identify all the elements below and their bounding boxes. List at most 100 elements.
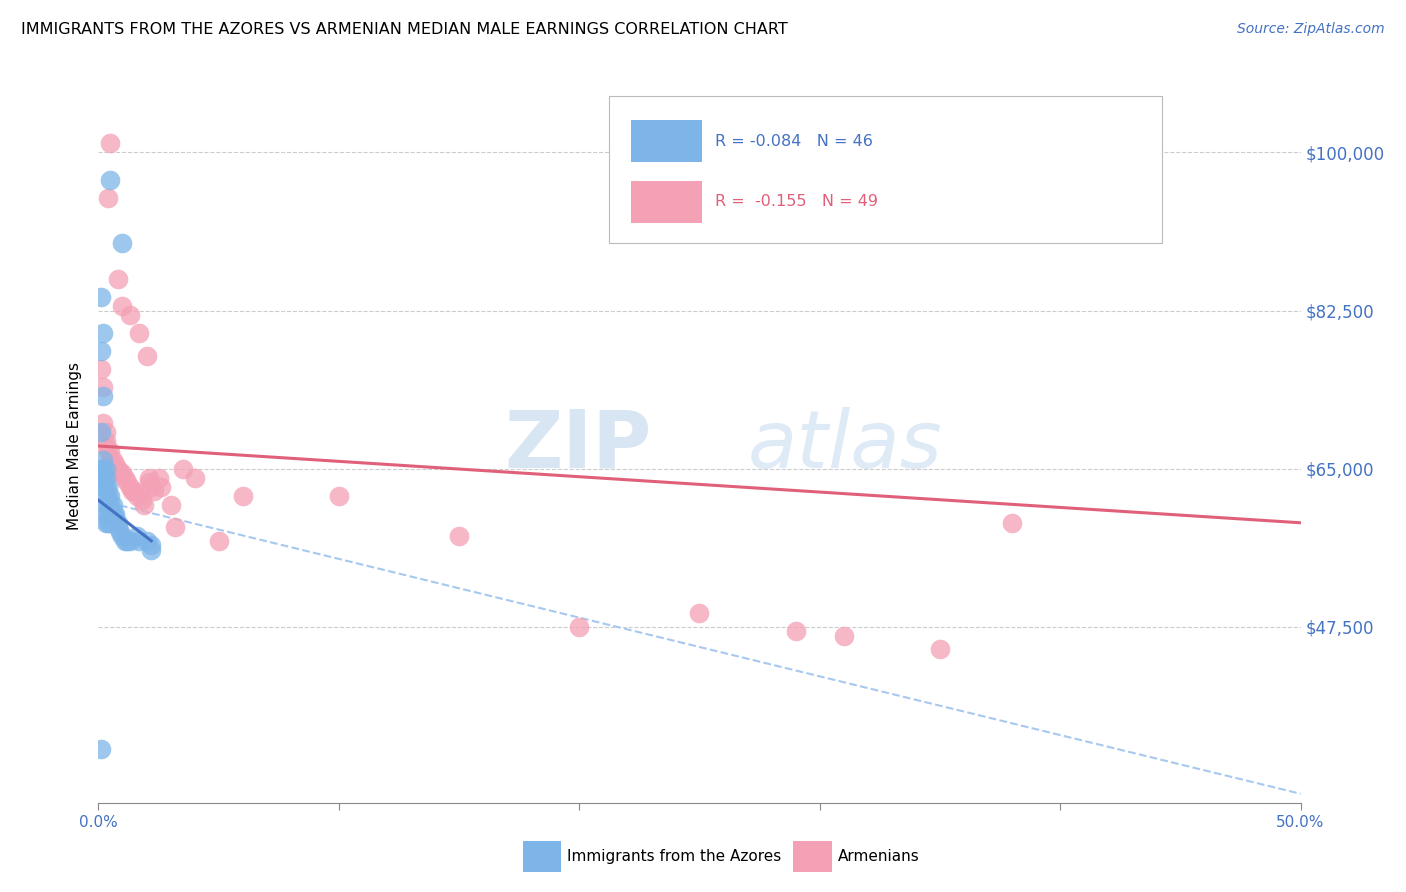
Point	[114, 470, 136, 484]
Point	[568, 620, 591, 634]
Point	[232, 489, 254, 503]
Point	[138, 470, 160, 484]
Text: R =  -0.155   N = 49: R = -0.155 N = 49	[716, 194, 879, 210]
Point	[90, 425, 112, 440]
Point	[97, 191, 120, 205]
Point	[125, 489, 148, 503]
Point	[111, 299, 134, 313]
Point	[108, 524, 131, 539]
Point	[142, 484, 165, 499]
Point	[97, 443, 120, 458]
Point	[90, 344, 112, 359]
FancyBboxPatch shape	[609, 96, 1163, 243]
Text: Immigrants from the Azores: Immigrants from the Azores	[567, 849, 782, 863]
Point	[111, 466, 134, 480]
Point	[97, 489, 120, 503]
Point	[135, 533, 157, 548]
Point	[138, 475, 160, 490]
Point	[94, 461, 117, 475]
Point	[141, 542, 163, 557]
Text: atlas: atlas	[748, 407, 942, 485]
Point	[100, 452, 122, 467]
Point	[100, 498, 122, 512]
Text: Source: ZipAtlas.com: Source: ZipAtlas.com	[1237, 22, 1385, 37]
Point	[118, 480, 141, 494]
Point	[447, 529, 470, 543]
Text: IMMIGRANTS FROM THE AZORES VS ARMENIAN MEDIAN MALE EARNINGS CORRELATION CHART: IMMIGRANTS FROM THE AZORES VS ARMENIAN M…	[21, 22, 787, 37]
Point	[101, 452, 124, 467]
Point	[118, 533, 141, 548]
Y-axis label: Median Male Earnings: Median Male Earnings	[67, 362, 83, 530]
Point	[159, 498, 181, 512]
Point	[100, 136, 122, 151]
Point	[100, 489, 122, 503]
Point	[328, 489, 350, 503]
Point	[165, 520, 187, 534]
Point	[148, 470, 170, 484]
Point	[111, 529, 134, 543]
Point	[107, 461, 129, 475]
Point	[97, 516, 120, 530]
Point	[94, 470, 117, 484]
Point	[107, 520, 129, 534]
Point	[183, 470, 205, 484]
Point	[832, 629, 855, 643]
Point	[124, 484, 146, 499]
Point	[785, 624, 807, 639]
Point	[97, 498, 120, 512]
Point	[90, 290, 112, 304]
Point	[128, 326, 150, 340]
Point	[101, 507, 124, 521]
Point	[104, 511, 127, 525]
Point	[101, 511, 124, 525]
Point	[100, 443, 122, 458]
Point	[91, 417, 114, 431]
Point	[100, 507, 122, 521]
FancyBboxPatch shape	[631, 120, 702, 162]
Point	[111, 235, 134, 250]
Point	[125, 529, 148, 543]
Point	[131, 493, 153, 508]
Point	[689, 606, 711, 620]
Point	[121, 484, 143, 499]
Point	[104, 457, 127, 471]
Point	[135, 349, 157, 363]
Text: Armenians: Armenians	[838, 849, 920, 863]
Point	[94, 425, 117, 440]
Point	[90, 362, 112, 376]
Text: R = -0.084   N = 46: R = -0.084 N = 46	[716, 134, 873, 149]
Point	[94, 439, 117, 453]
FancyBboxPatch shape	[523, 840, 561, 872]
Point	[91, 326, 114, 340]
Point	[172, 461, 194, 475]
Point	[97, 507, 120, 521]
Point	[141, 538, 163, 552]
Point	[91, 461, 114, 475]
Point	[928, 642, 950, 657]
Text: ZIP: ZIP	[505, 407, 651, 485]
Point	[94, 498, 117, 512]
Point	[117, 475, 139, 490]
Point	[117, 533, 139, 548]
FancyBboxPatch shape	[631, 180, 702, 223]
Point	[128, 533, 150, 548]
Point	[132, 498, 155, 512]
Point	[94, 507, 117, 521]
Point	[91, 480, 114, 494]
Point	[90, 461, 112, 475]
Point	[90, 741, 112, 756]
Point	[94, 434, 117, 449]
Point	[100, 172, 122, 186]
Point	[114, 533, 136, 548]
Point	[107, 272, 129, 286]
Point	[208, 533, 231, 548]
Point	[91, 389, 114, 403]
Point	[118, 308, 141, 322]
Point	[104, 507, 127, 521]
Point	[94, 489, 117, 503]
Point	[149, 480, 172, 494]
Point	[100, 516, 122, 530]
Point	[91, 470, 114, 484]
Point	[94, 480, 117, 494]
Point	[91, 452, 114, 467]
